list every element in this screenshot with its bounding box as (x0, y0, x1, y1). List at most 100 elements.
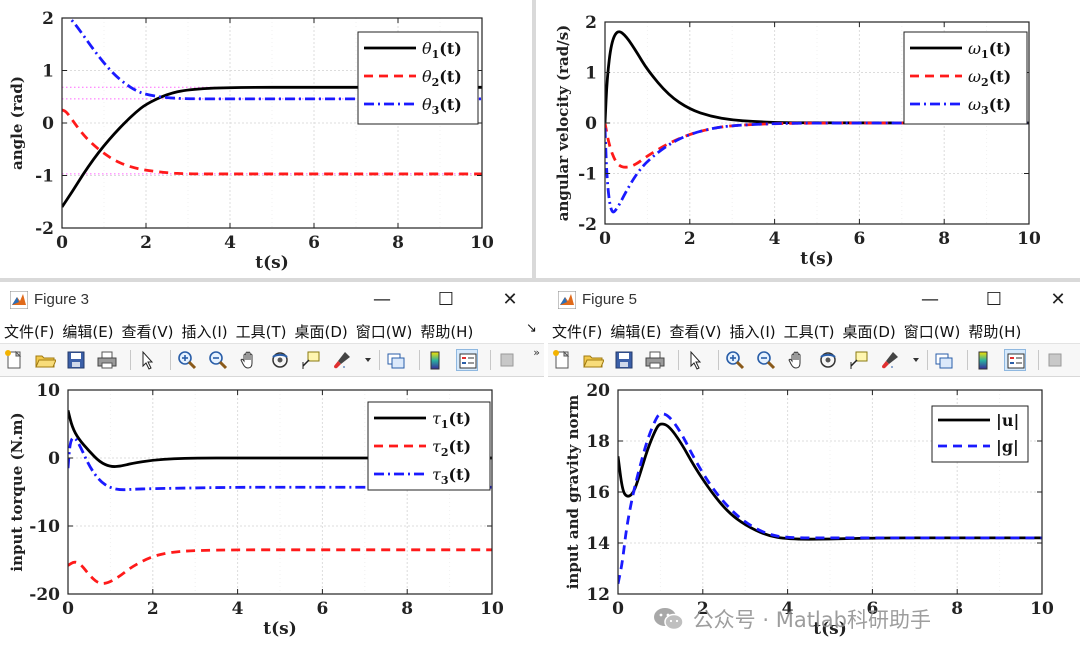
toolbar-separator (419, 350, 420, 370)
brush-tool[interactable] (331, 349, 353, 371)
menu-insert[interactable]: 插入(I) (181, 323, 228, 341)
zoom-in-tool[interactable] (176, 349, 198, 371)
window-title: Figure 5 (582, 291, 638, 308)
legend-box (931, 405, 1029, 463)
brush-icon (334, 352, 350, 369)
x-tick-label: 0 (612, 599, 624, 619)
menu-desktop[interactable]: 桌面(D) (842, 323, 896, 341)
menu-overflow-icon[interactable]: ↘ (526, 321, 537, 336)
zoom-out-tool[interactable] (207, 349, 229, 371)
zoom-out-tool[interactable] (755, 349, 777, 371)
menu-view[interactable]: 查看(V) (121, 323, 174, 341)
title-bar[interactable]: Figure 5 — ☐ ✕ (548, 282, 1080, 318)
open-folder-tool[interactable] (34, 349, 57, 371)
x-tick-label: 0 (56, 233, 68, 253)
link-plot-tool[interactable] (933, 349, 955, 371)
legend-entry-2: τ2(t) (432, 437, 471, 459)
print-tool[interactable] (96, 349, 118, 371)
menu-tools[interactable]: 工具(T) (783, 323, 835, 341)
menu-window[interactable]: 窗口(W) (903, 323, 961, 341)
x-tick-label: 2 (147, 599, 159, 619)
pan-hand-tool[interactable] (786, 349, 808, 371)
dropdown-arrow-tool[interactable] (910, 349, 922, 371)
toolbar-separator (1038, 350, 1039, 370)
menu-edit[interactable]: 编辑(E) (62, 323, 114, 341)
zoom-in-tool[interactable] (724, 349, 746, 371)
colorbar-tool[interactable] (973, 349, 995, 371)
hide-plot-tools-tool[interactable] (1044, 349, 1066, 371)
data-cursor-tool[interactable] (300, 349, 322, 371)
minimize-button[interactable]: — (921, 289, 939, 310)
menu-file[interactable]: 文件(F) (552, 323, 603, 341)
y-tick-label: 2 (585, 13, 597, 33)
x-tick-label: 10 (1030, 599, 1054, 619)
minimize-button[interactable]: — (373, 289, 391, 310)
y-tick-label: -2 (578, 215, 597, 235)
menu-edit[interactable]: 编辑(E) (610, 323, 662, 341)
input-torque-chart: 0 2 4 6 8 10 10 0 -10 -20 t(s) input torque (N.m) τ1… (8, 381, 504, 639)
menu-insert[interactable]: 插入(I) (729, 323, 776, 341)
y-axis-label: input and gravity norm (564, 395, 582, 590)
y-tick-label: 0 (48, 449, 60, 469)
x-tick-label: 10 (470, 233, 494, 253)
close-button[interactable]: ✕ (502, 289, 518, 310)
pointer-tool[interactable] (136, 349, 158, 371)
hide-plot-tools-icon (1048, 353, 1062, 367)
pan-hand-icon (240, 351, 253, 369)
menu-file[interactable]: 文件(F) (4, 323, 55, 341)
x-tick-label: 10 (1017, 229, 1041, 249)
legend-tool[interactable] (456, 349, 478, 371)
menu-help[interactable]: 帮助(H) (420, 323, 474, 341)
toolbar-separator (718, 350, 719, 370)
menu-tools[interactable]: 工具(T) (235, 323, 287, 341)
figure-3-window: Figure 3 — ☐ ✕ 文件(F) 编辑(E) 查看(V) 插入(I) 工具(T)… (0, 282, 544, 664)
title-bar[interactable]: Figure 3 — ☐ ✕ (0, 282, 544, 318)
hide-plot-tools-tool[interactable] (496, 349, 518, 371)
legend-tool[interactable] (1004, 349, 1026, 371)
print-tool[interactable] (644, 349, 666, 371)
close-button[interactable]: ✕ (1050, 289, 1066, 310)
toolbar-separator (379, 350, 380, 370)
pan-hand-tool[interactable] (238, 349, 260, 371)
rotate-3d-tool[interactable] (817, 349, 839, 371)
new-file-tool[interactable] (3, 349, 25, 371)
menu-desktop[interactable]: 桌面(D) (294, 323, 348, 341)
link-plot-icon (387, 353, 405, 369)
pointer-icon (690, 350, 702, 370)
figure-5-window: Figure 5 — ☐ ✕ 文件(F) 编辑(E) 查看(V) 插入(I) 工具(T)… (548, 282, 1080, 664)
menu-view[interactable]: 查看(V) (669, 323, 722, 341)
legend-box (367, 401, 491, 491)
y-tick-label: 0 (42, 114, 54, 134)
maximize-button[interactable]: ☐ (985, 289, 1003, 310)
menu-help[interactable]: 帮助(H) (968, 323, 1022, 341)
legend: ω1(t) ω2(t) ω3(t) (903, 31, 1028, 125)
axes-frame (67, 389, 493, 595)
data-cursor-icon (850, 351, 868, 369)
menu-window[interactable]: 窗口(W) (355, 323, 413, 341)
data-cursor-tool[interactable] (848, 349, 870, 371)
dropdown-arrow-tool[interactable] (362, 349, 374, 371)
x-axis-label: t(s) (255, 253, 289, 273)
pointer-icon (142, 350, 154, 370)
x-tick-label: 2 (140, 233, 152, 253)
rotate-3d-tool[interactable] (269, 349, 291, 371)
y-tick-label: 0 (585, 114, 597, 134)
maximize-button[interactable]: ☐ (437, 289, 455, 310)
series-line-1 (605, 30, 1029, 125)
link-plot-tool[interactable] (385, 349, 407, 371)
save-tool[interactable] (613, 349, 635, 371)
save-tool[interactable] (65, 349, 87, 371)
brush-tool[interactable] (879, 349, 901, 371)
x-axis-label: t(s) (263, 619, 297, 639)
legend-entry-1: θ1(t) (422, 39, 462, 61)
matlab-icon (10, 291, 28, 309)
y-tick-label: -1 (578, 165, 597, 185)
legend-entry-2: |g| (996, 437, 1019, 456)
x-tick-label: 4 (232, 599, 244, 619)
pointer-tool[interactable] (684, 349, 706, 371)
figure-toolbar: » (0, 343, 544, 377)
toolbar-overflow-icon[interactable]: » (533, 346, 540, 359)
colorbar-tool[interactable] (425, 349, 447, 371)
open-folder-tool[interactable] (582, 349, 605, 371)
new-file-tool[interactable] (551, 349, 573, 371)
